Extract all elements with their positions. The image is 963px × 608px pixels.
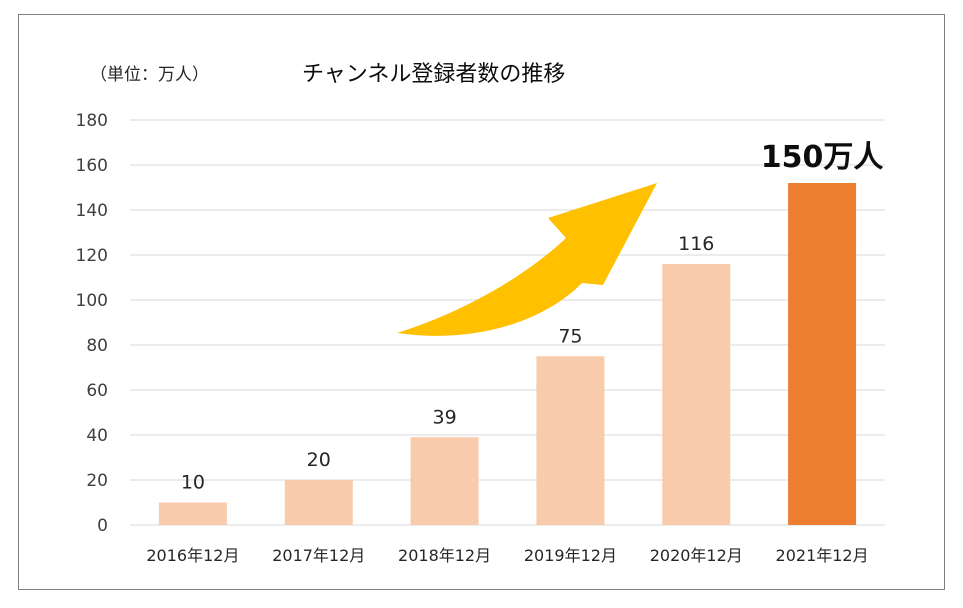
gridlines [130,119,885,526]
x-tick-label: 2018年12月 [398,546,491,565]
y-tick-label: 120 [76,246,108,266]
x-axis-ticks: 2016年12月 2017年12月 2018年12月 2019年12月 2020年12月… [146,546,868,565]
x-tick-label: 2021年12月 [776,546,869,565]
bar [662,264,731,525]
y-tick-label: 80 [86,336,108,356]
chart-frame [18,14,945,590]
x-tick-label: 2016年12月 [146,546,239,565]
bar [536,356,605,525]
x-tick-label: 2020年12月 [650,546,743,565]
y-tick-label: 40 [86,426,108,446]
y-tick-label: 100 [76,291,108,311]
trend-arrow-icon [397,183,657,336]
y-tick-label: 20 [86,471,108,491]
y-tick-label: 180 [76,111,108,131]
bars [158,183,857,525]
bar [788,183,857,525]
data-label: 10 [181,472,205,494]
bar [284,480,353,525]
y-tick-label: 140 [76,201,108,221]
x-tick-label: 2019年12月 [524,546,617,565]
data-labels: 10 20 39 75 116 150万人 [181,140,884,494]
y-axis-ticks: 0 20 40 60 80 100 120 140 160 180 [76,111,108,536]
y-tick-label: 60 [86,381,108,401]
data-label: 150万人 [761,140,884,175]
unit-label: （単位：万人） [90,65,209,85]
y-tick-label: 0 [97,516,108,536]
bar [410,437,479,525]
data-label: 20 [307,449,331,471]
x-tick-label: 2017年12月 [272,546,365,565]
chart-title: チャンネル登録者数の推移 [302,62,566,87]
data-label: 75 [558,325,582,347]
y-tick-label: 160 [76,156,108,176]
bar [158,502,227,525]
data-label: 39 [432,406,456,428]
data-label: 116 [678,233,714,255]
